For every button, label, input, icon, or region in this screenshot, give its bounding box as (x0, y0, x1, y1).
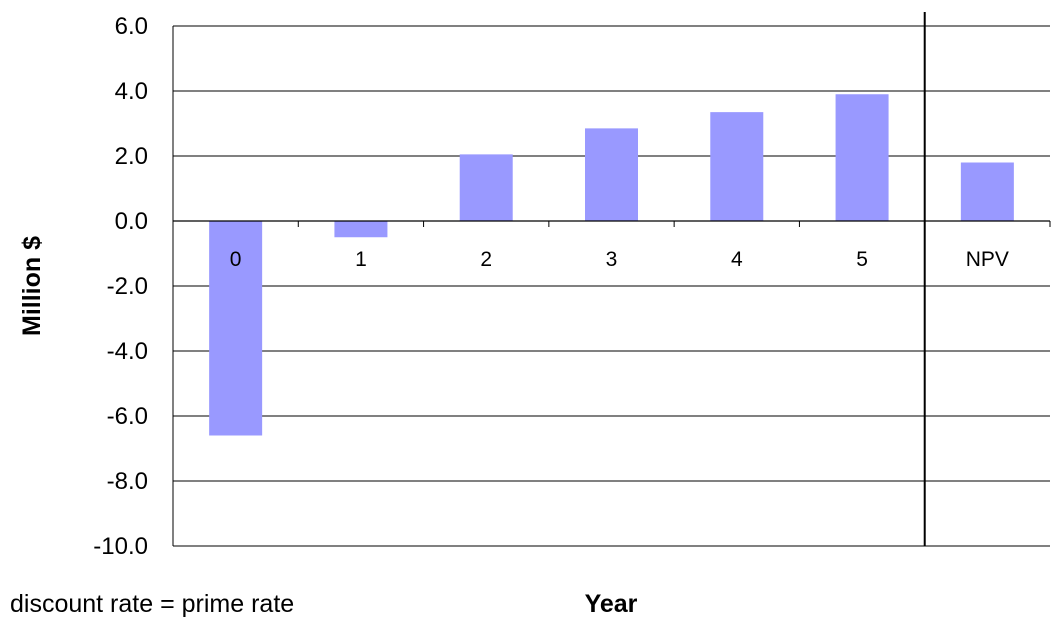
bars (209, 94, 1014, 436)
bar-4 (710, 112, 764, 221)
bar-npv (960, 162, 1014, 221)
y-tick-label: -8.0 (107, 468, 148, 495)
bar-2 (459, 154, 513, 221)
y-tick-label: 4.0 (115, 78, 148, 105)
x-tick-label: NPV (966, 248, 1009, 271)
x-axis-tick-labels: 0 1 2 3 4 5 NPV (230, 248, 1009, 271)
y-axis-tick-labels: 6.0 4.0 2.0 0.0 -2.0 -4.0 -6.0 -8.0 -10.0 (93, 13, 148, 560)
x-tick-label: 5 (856, 248, 868, 271)
bar-3 (585, 128, 638, 221)
x-tick-label: 1 (355, 248, 367, 271)
x-tick-label: 4 (731, 248, 743, 271)
x-tick-label: 2 (480, 248, 492, 271)
y-tick-label: -10.0 (93, 533, 148, 560)
y-tick-label: 0.0 (115, 208, 148, 235)
discount-rate-note: discount rate = prime rate (10, 590, 294, 618)
y-tick-label: 2.0 (115, 143, 148, 170)
y-axis-title: Million $ (18, 236, 46, 336)
y-tick-label: 6.0 (115, 13, 148, 40)
y-tick-label: -2.0 (107, 273, 148, 300)
y-tick-label: -4.0 (107, 338, 148, 365)
bar-0 (209, 221, 263, 436)
x-tick-label: 0 (230, 248, 242, 271)
x-tick-label: 3 (606, 248, 618, 271)
bar-1 (334, 221, 388, 238)
bar-5 (835, 94, 889, 221)
x-axis-title: Year (585, 590, 638, 618)
y-tick-label: -6.0 (107, 403, 148, 430)
